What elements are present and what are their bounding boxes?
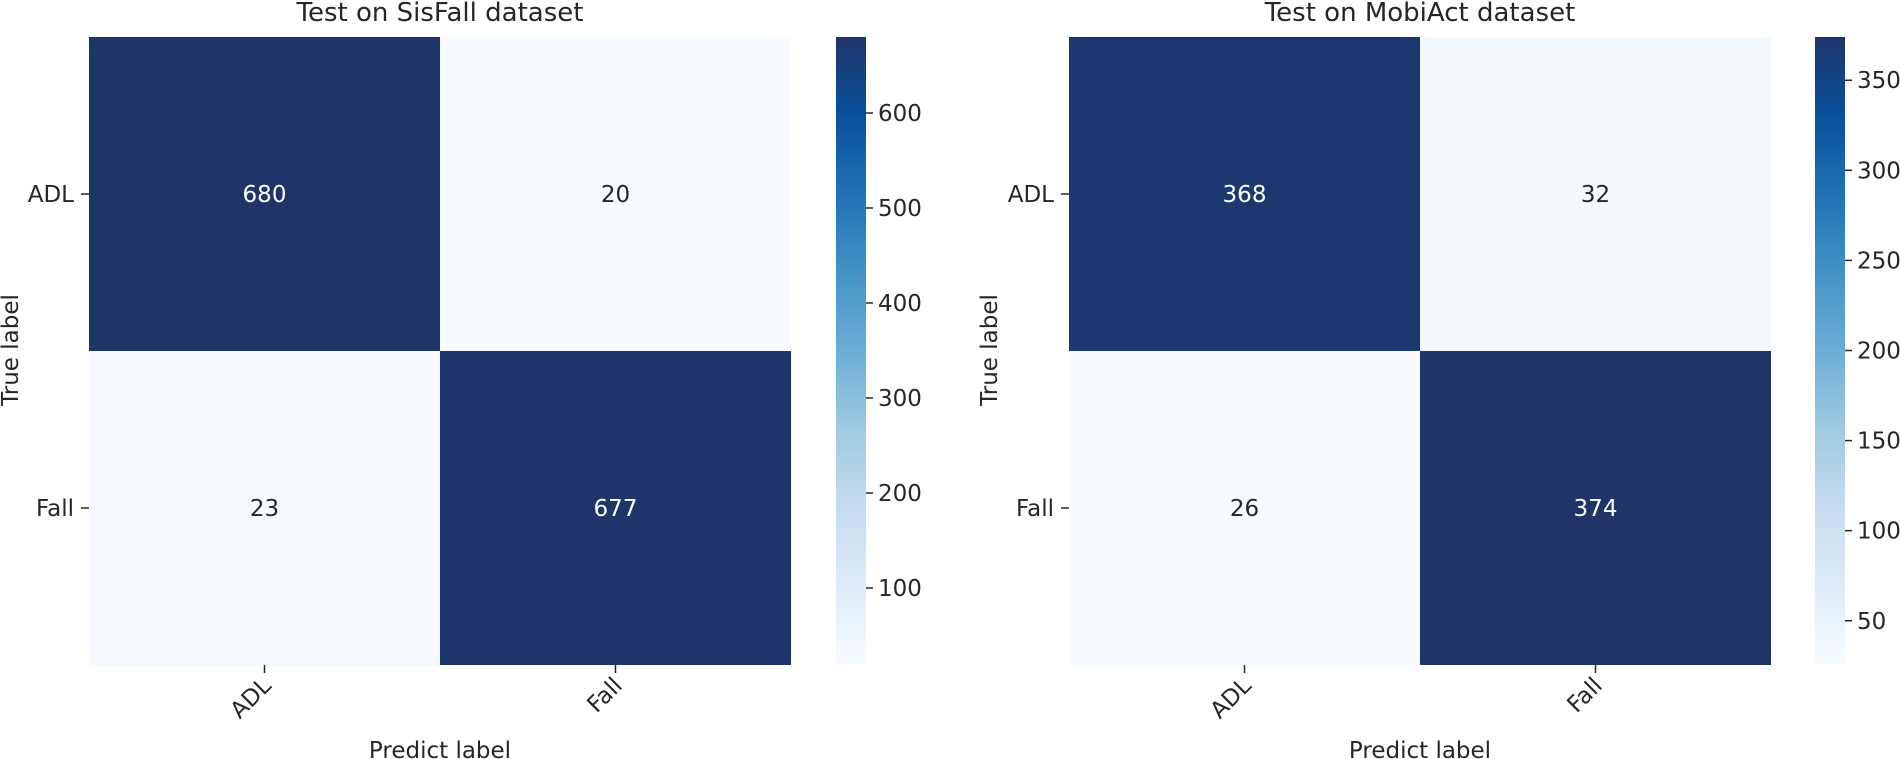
colorbar: 50 100 150 200 250 300 350	[1815, 37, 1900, 664]
cell-value-label: 368	[1223, 182, 1267, 208]
heatmap-cell	[440, 351, 791, 665]
heatmap-cell	[440, 37, 791, 351]
colorbar-tick-label: 200	[1857, 339, 1900, 365]
colorbar-tick-label: 600	[878, 101, 922, 127]
heatmap-cell	[89, 351, 440, 665]
colorbar-tick-label: 200	[878, 481, 922, 507]
heatmap-cell	[89, 37, 440, 351]
colorbar-tick-label: 250	[1857, 248, 1900, 274]
y-axis-ticks: ADL Fall	[1008, 182, 1069, 522]
heatmap-cell	[1420, 37, 1771, 351]
cell-value-label: 23	[250, 496, 279, 522]
y-tick-label: Fall	[36, 496, 74, 522]
cell-labels: 680 20 23 677	[243, 182, 638, 522]
colorbar-tick-label: 150	[1857, 429, 1900, 455]
x-axis-label: Predict label	[1349, 738, 1491, 759]
colorbar-tick-label: 100	[1857, 519, 1900, 545]
cell-value-label: 680	[243, 182, 287, 208]
x-axis-label: Predict label	[369, 738, 511, 759]
colorbar-gradient	[1815, 37, 1845, 664]
cell-labels: 368 32 26 374	[1223, 182, 1618, 522]
cell-value-label: 374	[1574, 496, 1618, 522]
colorbar-tick-label: 300	[878, 386, 922, 412]
colorbar-tick-label: 100	[878, 576, 922, 602]
colorbar-tick-label: 300	[1857, 158, 1900, 184]
colorbar-tick-label: 400	[878, 291, 922, 317]
y-tick-label: ADL	[1008, 182, 1054, 208]
x-tick-label: ADL	[1206, 673, 1257, 724]
colorbar-ticks: 100 200 300 400 500 600	[866, 101, 922, 602]
x-tick-label: Fall	[582, 673, 627, 718]
colorbar-tick-label: 350	[1857, 68, 1900, 94]
y-axis-label: True label	[0, 294, 24, 407]
y-tick-label: ADL	[28, 182, 74, 208]
heatmap-cell	[1420, 351, 1771, 665]
chart-title: Test on SisFall dataset	[296, 0, 584, 28]
cell-value-label: 20	[601, 182, 630, 208]
y-axis-ticks: ADL Fall	[28, 182, 89, 522]
heatmap-cells	[1069, 37, 1771, 665]
heatmap-panel-sisfall: Test on SisFall dataset 680 20 23 677 ADL Fa…	[0, 0, 922, 759]
colorbar-ticks: 50 100 150 200 250 300 350	[1845, 68, 1900, 635]
heatmap-cell	[1069, 351, 1420, 665]
colorbar-tick-label: 500	[878, 196, 922, 222]
y-tick-label: Fall	[1016, 496, 1054, 522]
chart-title: Test on MobiAct dataset	[1264, 0, 1576, 28]
cell-value-label: 26	[1230, 496, 1259, 522]
x-tick-label: ADL	[226, 673, 277, 724]
y-axis-label: True label	[977, 294, 1003, 407]
cell-value-label: 32	[1581, 182, 1610, 208]
colorbar: 100 200 300 400 500 600	[836, 37, 922, 664]
colorbar-gradient	[836, 37, 866, 664]
cell-value-label: 677	[594, 496, 638, 522]
heatmap-cells	[89, 37, 791, 665]
heatmap-panel-mobiact: Test on MobiAct dataset 368 32 26 374 ADL Fa…	[977, 0, 1900, 759]
x-axis-ticks: ADL Fall	[226, 665, 628, 724]
heatmap-cell	[1069, 37, 1420, 351]
x-axis-ticks: ADL Fall	[1206, 665, 1608, 724]
colorbar-tick-label: 50	[1857, 609, 1886, 635]
x-tick-label: Fall	[1562, 673, 1607, 718]
